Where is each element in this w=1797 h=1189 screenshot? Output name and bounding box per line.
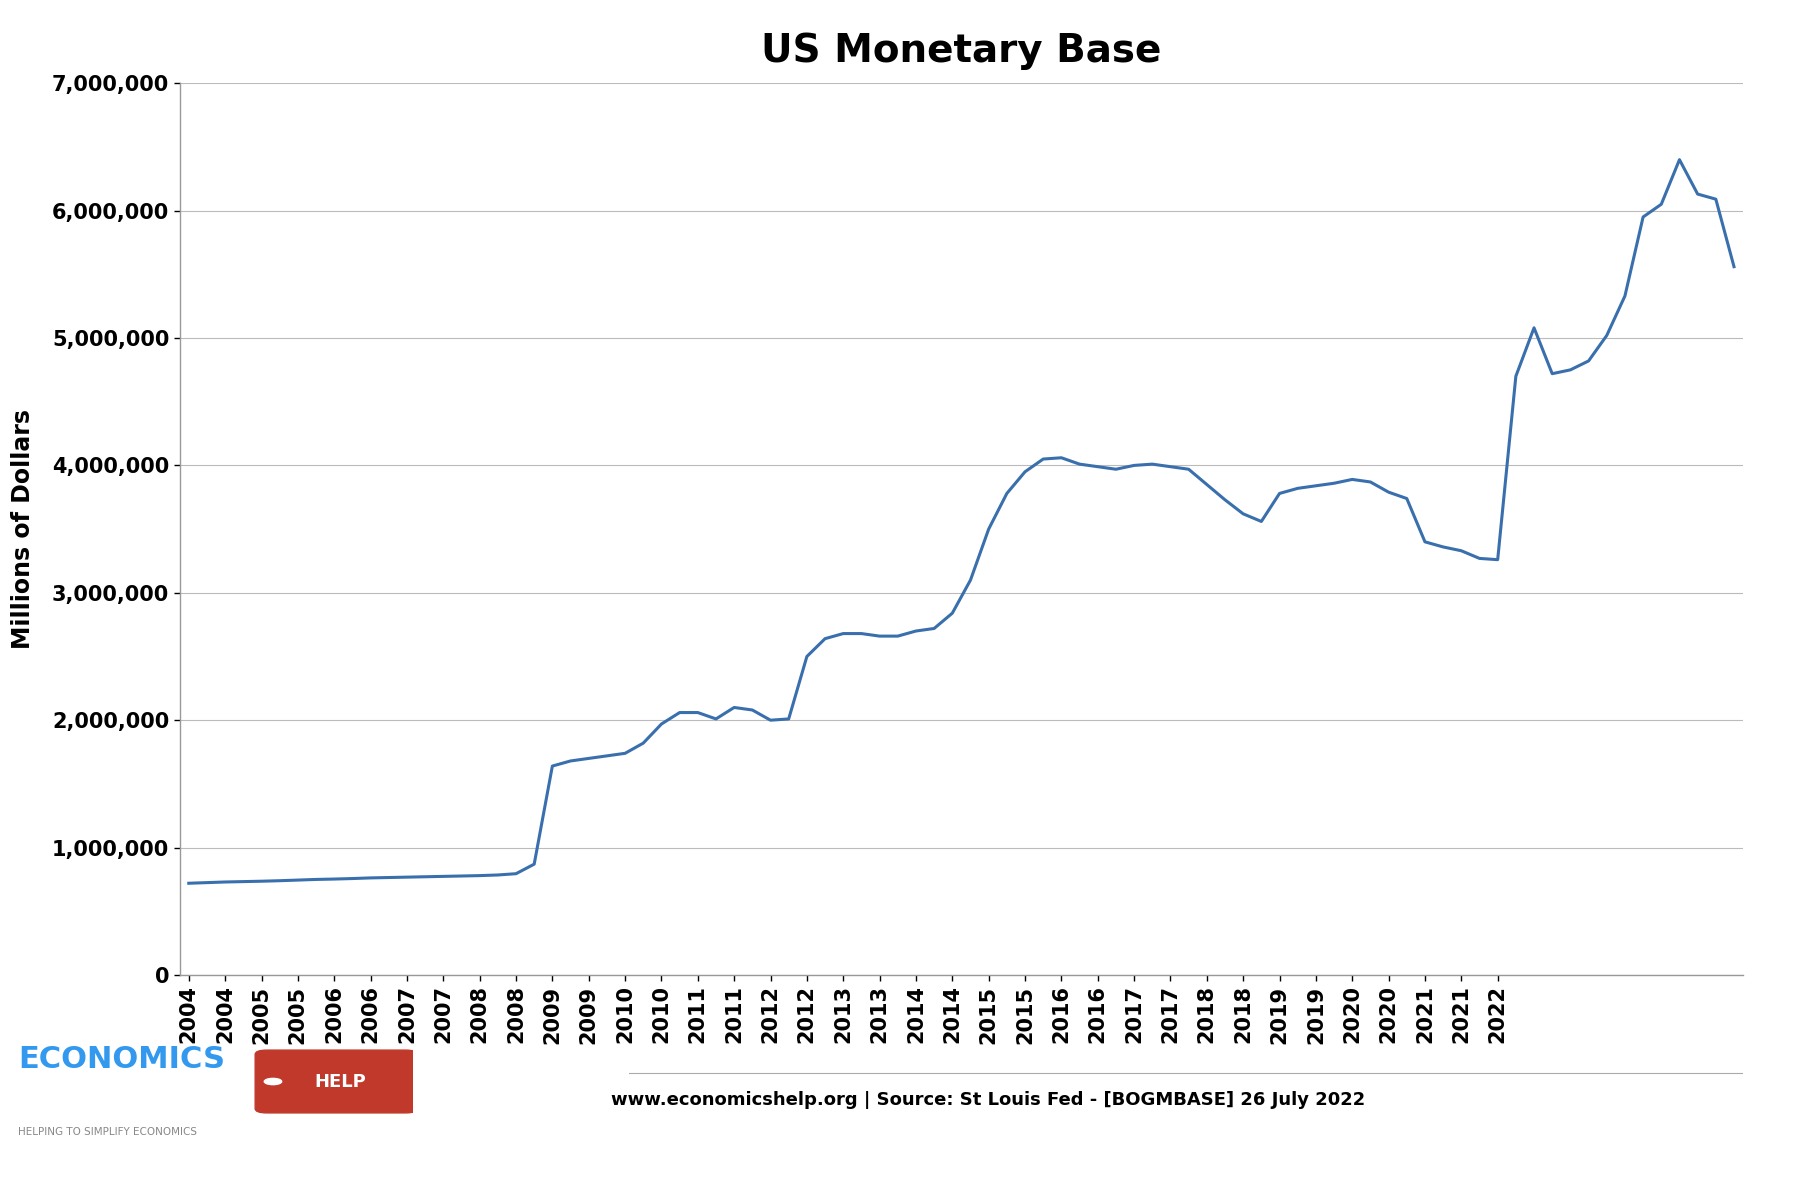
Text: HELP: HELP [314,1072,367,1090]
Y-axis label: Millions of Dollars: Millions of Dollars [11,409,36,649]
Circle shape [264,1078,282,1084]
Text: HELPING TO SIMPLIFY ECONOMICS: HELPING TO SIMPLIFY ECONOMICS [18,1127,198,1137]
FancyBboxPatch shape [255,1050,417,1113]
Text: www.economicshelp.org | Source: St Louis Fed - [BOGMBASE] 26 July 2022: www.economicshelp.org | Source: St Louis… [611,1090,1366,1109]
Title: US Monetary Base: US Monetary Base [762,32,1161,70]
Text: ECONOMICS: ECONOMICS [18,1045,225,1075]
